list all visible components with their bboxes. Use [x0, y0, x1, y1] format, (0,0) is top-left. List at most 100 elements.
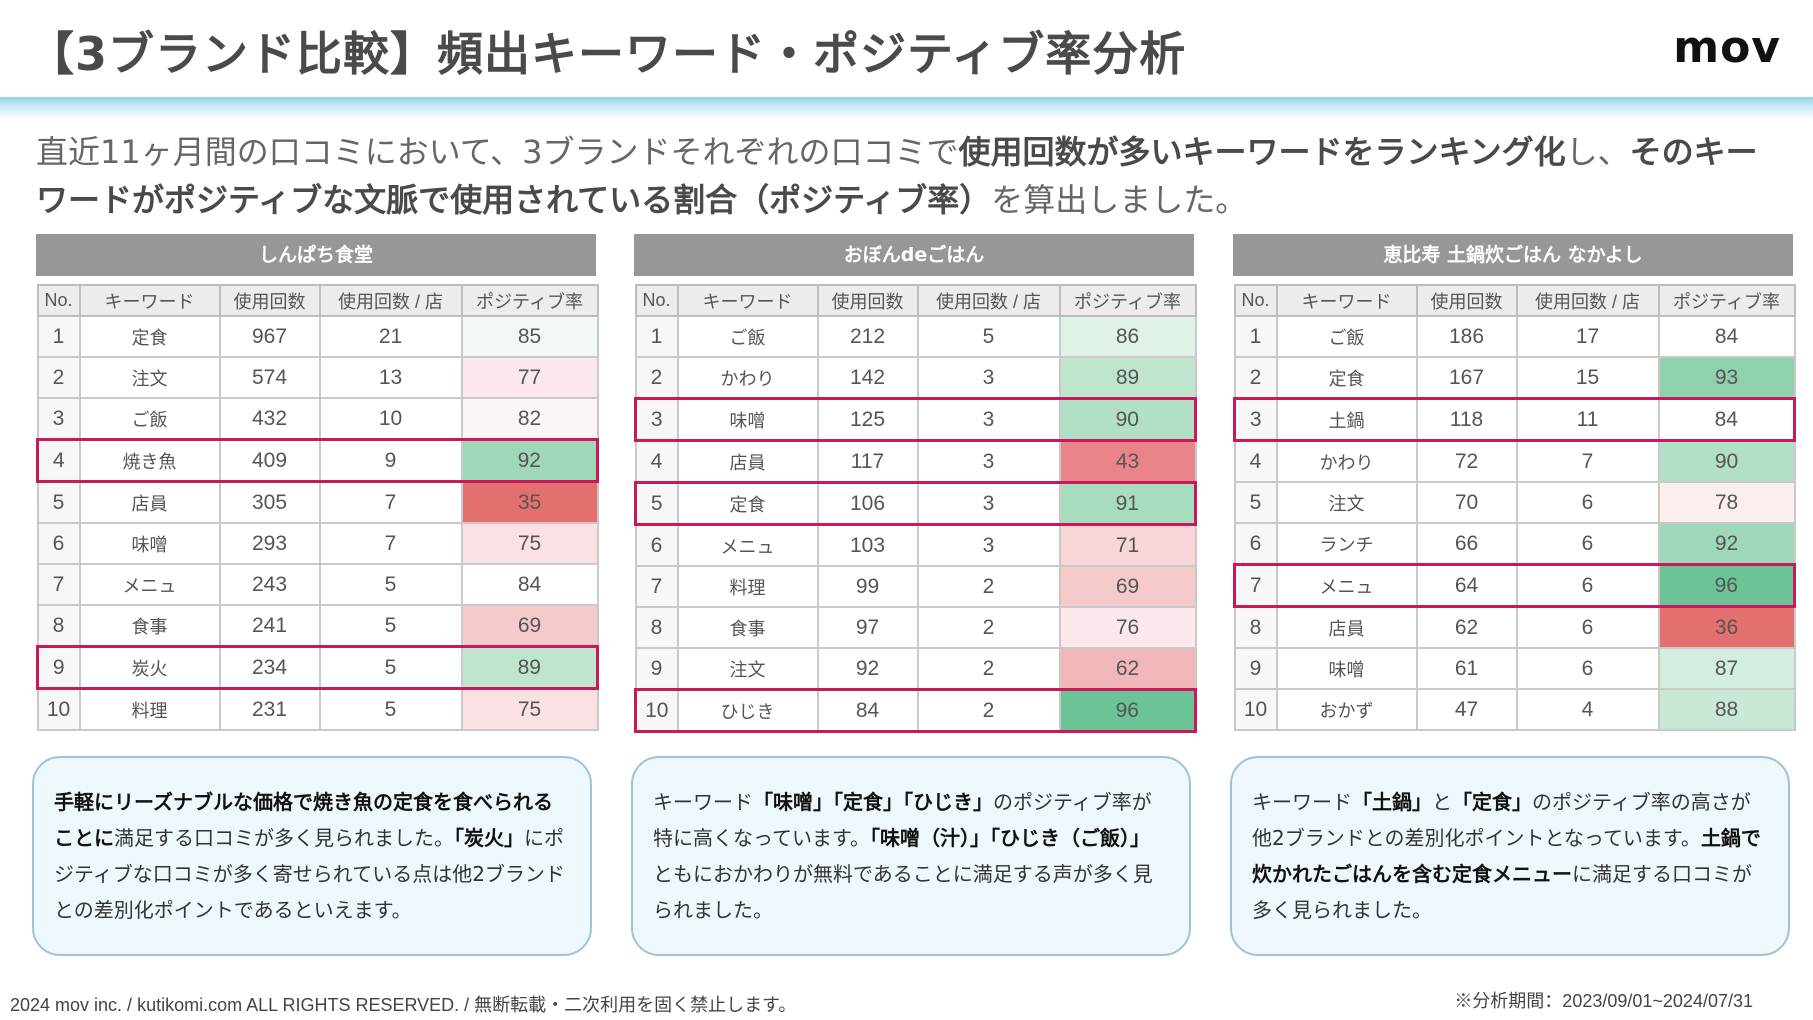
- copyright-text: 2024 mov inc. / kutikomi.com ALL RIGHTS …: [10, 995, 797, 1015]
- per-store-cell: 2: [916, 688, 1061, 733]
- count-cell: 167: [1415, 356, 1518, 400]
- keyword-cell: 土鍋: [1275, 397, 1418, 442]
- count-cell: 117: [816, 439, 919, 484]
- note-text: 満足する口コミが多く見られました。: [114, 826, 454, 850]
- table-row: 6 メニュ 103 3 71: [634, 523, 1197, 567]
- no-cell: 6: [634, 523, 679, 567]
- keyword-cell: 注文: [78, 356, 221, 399]
- per-store-cell: 2: [916, 606, 1061, 649]
- positive-rate-cell: 92: [460, 438, 599, 483]
- note-text: に満足する口コミが多く見られました。: [1252, 862, 1752, 922]
- positive-rate-cell: 89: [460, 645, 599, 690]
- keyword-cell: ひじき: [676, 688, 819, 733]
- per-store-cell: 9: [318, 438, 463, 483]
- col-header-per-store: 使用回数 / 店: [318, 284, 463, 317]
- keyword-cell: 注文: [1275, 481, 1418, 524]
- no-cell: 7: [1233, 563, 1278, 608]
- table-row: 4 焼き魚 409 9 92: [36, 438, 599, 483]
- keyword-cell: 料理: [676, 565, 819, 608]
- keyword-cell: ランチ: [1275, 522, 1418, 566]
- per-store-cell: 3: [916, 356, 1061, 400]
- table-row: 1 定食 967 21 85: [36, 315, 599, 358]
- brand-name: 恵比寿 土鍋炊ごはん なかよし: [1233, 234, 1793, 276]
- note-text: と: [1432, 790, 1452, 814]
- no-cell: 5: [36, 480, 81, 524]
- keyword-cell: 注文: [676, 647, 819, 691]
- keyword-cell: ご飯: [1275, 315, 1418, 358]
- keyword-cell: 店員: [1275, 605, 1418, 649]
- keyword-cell: 定食: [1275, 356, 1418, 400]
- no-cell: 8: [634, 606, 679, 649]
- table-row: 1 ご飯 212 5 86: [634, 315, 1197, 358]
- brand-table-block: 恵比寿 土鍋炊ごはん なかよし No. キーワード 使用回数 使用回数 / 店 …: [1233, 234, 1796, 731]
- count-cell: 241: [218, 604, 321, 648]
- no-cell: 10: [634, 688, 679, 733]
- count-cell: 92: [816, 647, 919, 691]
- table-row: 4 かわり 72 7 90: [1233, 439, 1796, 483]
- table-header-row: No. キーワード 使用回数 使用回数 / 店 ポジティブ率: [36, 284, 599, 317]
- per-store-cell: 5: [318, 645, 463, 690]
- brand-table-block: おぼんdeごはん No. キーワード 使用回数 使用回数 / 店 ポジティブ率 …: [634, 234, 1197, 733]
- col-header-positive-rate: ポジティブ率: [1657, 284, 1796, 317]
- no-cell: 5: [1233, 481, 1278, 524]
- positive-rate-cell: 84: [460, 563, 599, 606]
- no-cell: 1: [1233, 315, 1278, 358]
- table-row: 7 メニュ 243 5 84: [36, 563, 599, 606]
- no-cell: 6: [36, 522, 81, 565]
- keyword-cell: かわり: [676, 356, 819, 400]
- count-cell: 84: [816, 688, 919, 733]
- positive-rate-cell: 96: [1058, 688, 1197, 733]
- no-cell: 2: [1233, 356, 1278, 400]
- no-cell: 1: [36, 315, 81, 358]
- positive-rate-cell: 77: [460, 356, 599, 399]
- per-store-cell: 11: [1515, 397, 1660, 442]
- table-row: 2 定食 167 15 93: [1233, 356, 1796, 400]
- intro-text: 直近11ヶ月間の口コミにおいて、3ブランドそれぞれの口コミで使用回数が多いキーワ…: [36, 128, 1786, 224]
- table-row: 9 味噌 61 6 87: [1233, 647, 1796, 690]
- brand-name: おぼんdeごはん: [634, 234, 1194, 276]
- positive-rate-cell: 96: [1657, 563, 1796, 608]
- table-row: 6 ランチ 66 6 92: [1233, 522, 1796, 566]
- col-header-no: No.: [1233, 284, 1278, 317]
- no-cell: 3: [1233, 397, 1278, 442]
- no-cell: 7: [634, 565, 679, 608]
- keyword-cell: メニュ: [78, 563, 221, 606]
- note-text: 「炭火」: [454, 826, 524, 850]
- count-cell: 61: [1415, 647, 1518, 690]
- positive-rate-cell: 62: [1058, 647, 1197, 691]
- positive-rate-cell: 84: [1657, 315, 1796, 358]
- intro-part: 直近11ヶ月間の口コミにおいて、3ブランドそれぞれの口コミで: [36, 133, 959, 171]
- no-cell: 1: [634, 315, 679, 358]
- intro-part: し、: [1565, 133, 1630, 171]
- count-cell: 432: [218, 397, 321, 441]
- no-cell: 4: [36, 438, 81, 483]
- col-header-positive-rate: ポジティブ率: [460, 284, 599, 317]
- no-cell: 5: [634, 481, 679, 526]
- table-row: 4 店員 117 3 43: [634, 439, 1197, 484]
- table-row: 5 注文 70 6 78: [1233, 481, 1796, 524]
- count-cell: 186: [1415, 315, 1518, 358]
- count-cell: 66: [1415, 522, 1518, 566]
- positive-rate-cell: 75: [460, 522, 599, 565]
- count-cell: 70: [1415, 481, 1518, 524]
- per-store-cell: 4: [1515, 688, 1660, 731]
- keyword-cell: 店員: [78, 480, 221, 524]
- no-cell: 8: [36, 604, 81, 648]
- summary-note: キーワード「土鍋」と「定食」のポジティブ率の高さが他2ブランドとの差別化ポイント…: [1230, 756, 1790, 956]
- note-text: キーワード: [1252, 790, 1352, 814]
- positive-rate-cell: 84: [1657, 397, 1796, 442]
- keyword-cell: 定食: [78, 315, 221, 358]
- count-cell: 243: [218, 563, 321, 606]
- positive-rate-cell: 35: [460, 480, 599, 524]
- positive-rate-cell: 88: [1657, 688, 1796, 731]
- per-store-cell: 5: [916, 315, 1061, 358]
- positive-rate-cell: 69: [460, 604, 599, 648]
- keyword-cell: ご飯: [676, 315, 819, 358]
- table-row: 9 炭火 234 5 89: [36, 645, 599, 690]
- per-store-cell: 6: [1515, 522, 1660, 566]
- keyword-cell: メニュ: [676, 523, 819, 567]
- note-text: 「定食」: [1452, 790, 1532, 814]
- per-store-cell: 2: [916, 565, 1061, 608]
- table-row: 8 食事 97 2 76: [634, 606, 1197, 649]
- table-row: 6 味噌 293 7 75: [36, 522, 599, 565]
